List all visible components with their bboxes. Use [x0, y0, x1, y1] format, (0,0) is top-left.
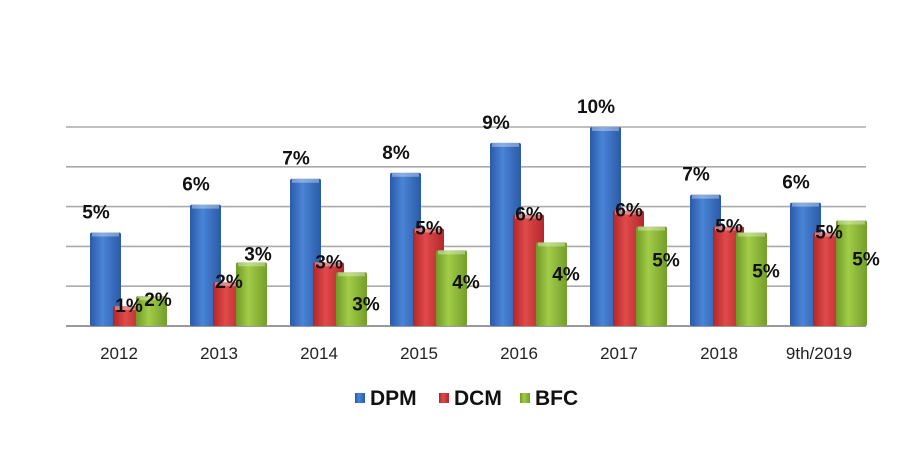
bar-highlight	[838, 220, 865, 225]
legend-swatch-dcm	[439, 393, 449, 403]
x-tick-label: 2013	[200, 344, 238, 363]
x-tick-label: 2017	[600, 344, 638, 363]
x-axis-tick-labels: 2012 2013 2014 2015 2016 2017 2018 9th/2019	[100, 344, 852, 363]
data-label-dcm: 5%	[815, 222, 843, 243]
legend-label-dpm: DPM	[370, 387, 417, 410]
bar-bfc	[536, 242, 567, 326]
bar-bfc	[636, 226, 667, 326]
data-label-dcm: 5%	[415, 218, 443, 239]
bar-highlight	[815, 232, 842, 237]
legend-swatch-bfc	[520, 393, 530, 403]
legend-label-dcm: DCM	[454, 387, 502, 410]
data-label-bfc: 2%	[144, 290, 172, 311]
bar-highlight	[692, 194, 719, 199]
x-tick-label: 2015	[400, 344, 438, 363]
bar-highlight	[238, 262, 265, 267]
legend: DPM DCM BFC	[355, 387, 578, 410]
bar-highlight	[115, 306, 142, 311]
bar-highlight	[192, 204, 219, 209]
bar-highlight	[792, 202, 819, 207]
data-label-dcm: 6%	[515, 205, 543, 226]
bar-highlight	[538, 242, 565, 247]
x-tick-label: 2012	[100, 344, 138, 363]
data-label-dpm: 9%	[482, 113, 510, 134]
bar-highlight	[92, 232, 119, 237]
data-label-dpm: 10%	[577, 97, 615, 118]
data-label-dpm: 6%	[182, 175, 210, 196]
bar-highlight	[292, 178, 319, 183]
bar-highlight	[715, 226, 742, 231]
data-label-bfc: 5%	[652, 251, 680, 272]
bar-bfc	[236, 262, 267, 326]
data-label-bfc: 5%	[852, 250, 880, 271]
bar-highlight	[615, 210, 642, 215]
data-label-dpm: 7%	[682, 165, 710, 186]
bar-bfc	[736, 232, 767, 326]
bar-bfc	[836, 220, 867, 326]
data-label-dpm: 5%	[82, 202, 110, 223]
bars	[90, 127, 867, 326]
data-label-dpm: 7%	[282, 149, 310, 170]
bar-highlight	[392, 172, 419, 177]
bar-dpm	[90, 232, 121, 326]
data-label-dcm: 1%	[115, 296, 143, 317]
legend-swatch-dpm	[355, 393, 365, 403]
x-tick-label: 9th/2019	[786, 344, 852, 363]
bar-highlight	[492, 142, 519, 147]
bar-highlight	[138, 296, 165, 301]
data-label-dcm: 2%	[215, 272, 243, 293]
bar-highlight	[215, 282, 242, 287]
data-label-dcm: 5%	[715, 217, 743, 238]
legend-label-bfc: BFC	[535, 387, 578, 410]
data-label-dcm: 3%	[315, 252, 343, 273]
bar-bfc	[436, 250, 467, 326]
bar-highlight	[438, 250, 465, 255]
bar-bfc	[136, 296, 167, 326]
data-label-dpm: 6%	[782, 173, 810, 194]
data-label-dcm: 6%	[615, 201, 643, 222]
data-label-bfc: 3%	[352, 294, 380, 315]
data-label-bfc: 4%	[552, 264, 580, 285]
bar-highlight	[738, 232, 765, 237]
data-label-bfc: 3%	[244, 244, 272, 265]
data-label-bfc: 4%	[452, 272, 480, 293]
data-label-bfc: 5%	[752, 261, 780, 282]
bar-highlight	[592, 127, 619, 131]
data-label-dpm: 8%	[382, 143, 410, 164]
x-tick-label: 2014	[300, 344, 338, 363]
bar-highlight	[338, 272, 365, 277]
x-tick-label: 2018	[700, 344, 738, 363]
bar-highlight	[415, 228, 442, 233]
bar-highlight	[638, 226, 665, 231]
bar-highlight	[515, 214, 542, 219]
x-tick-label: 2016	[500, 344, 538, 363]
bar-highlight	[315, 262, 342, 267]
data-labels: 5%1% 2%6%2%3%7%3%3%8%5%4%9%6%4%10%6%5%7%5…	[82, 97, 880, 317]
bar-bfc	[336, 272, 367, 326]
